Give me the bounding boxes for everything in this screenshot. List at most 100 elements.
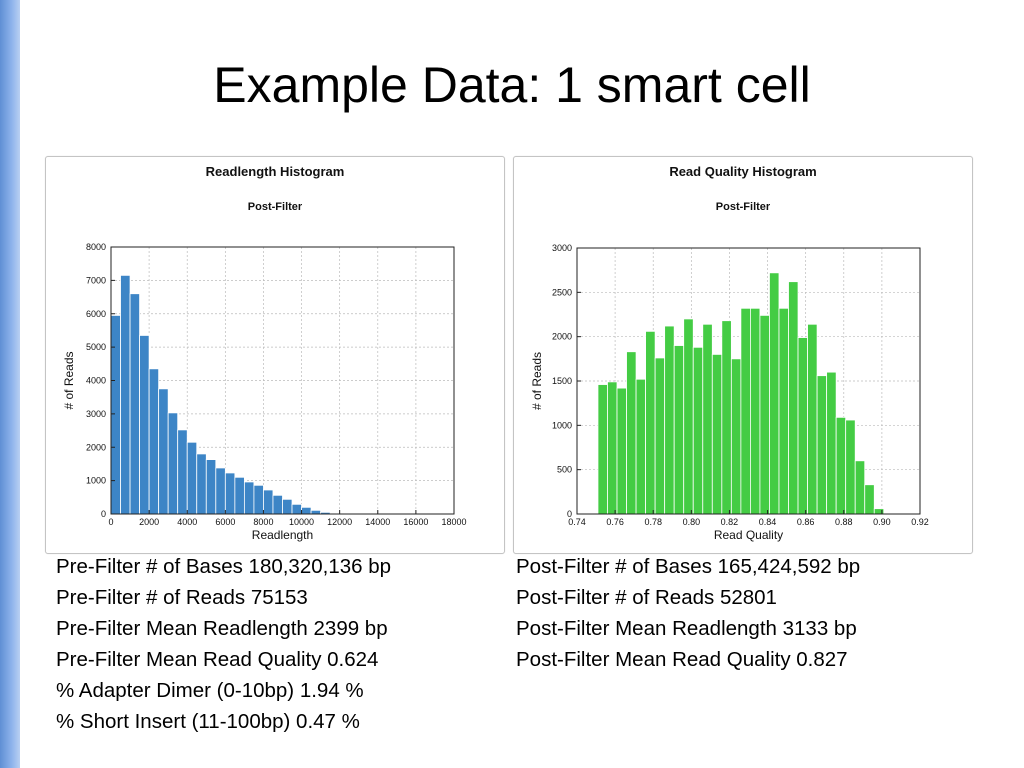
histogram-bar	[721, 320, 732, 515]
y-tick-label: 4000	[86, 376, 106, 386]
read-quality-histogram-chart: Read Quality Histogram Post-Filter 0.74 0.7…	[530, 164, 929, 542]
histogram-bar	[607, 381, 618, 515]
x-tick-label: 0.80	[683, 517, 701, 527]
x-tick-label: 0.92	[911, 517, 929, 527]
x-tick-label: 6000	[215, 517, 235, 527]
x-axis-label: Readlength	[252, 528, 313, 542]
y-tick-label: 3000	[86, 409, 106, 419]
histogram-bar	[826, 371, 837, 515]
slide-accent-bar	[0, 0, 20, 768]
histogram-bar	[769, 272, 780, 515]
histogram-bar	[854, 460, 866, 515]
histogram-bar	[215, 467, 226, 515]
histogram-bar	[692, 346, 704, 515]
histogram-bar	[177, 429, 188, 515]
histogram-bar	[645, 330, 656, 515]
x-tick-label: 0.88	[835, 517, 853, 527]
histogram-bar	[120, 274, 131, 515]
stat-line: % Short Insert (11-100bp) 0.47 %	[56, 710, 360, 733]
histogram-bar	[139, 335, 150, 515]
histogram-bar	[205, 459, 217, 515]
stat-line: Post-Filter Mean Readlength 3133 bp	[516, 617, 857, 640]
y-axis-label: # of Reads	[62, 351, 76, 409]
histogram-bar	[664, 325, 675, 515]
histogram-bar	[730, 358, 742, 515]
stat-line: Pre-Filter # of Reads 75153	[56, 586, 308, 609]
y-axis-label: # of Reads	[530, 352, 544, 410]
y-tick-label: 2500	[552, 287, 572, 297]
histogram-bar	[626, 351, 637, 515]
histogram-bar	[845, 419, 856, 515]
chart-subtitle: Post-Filter	[716, 201, 771, 213]
histogram-bar	[759, 314, 770, 515]
chart-subtitle: Post-Filter	[248, 201, 303, 213]
x-tick-label: 0.76	[606, 517, 624, 527]
histogram-bar	[301, 506, 312, 515]
y-tick-label: 7000	[86, 275, 106, 285]
post-filter-stats: Post-Filter # of Bases 165,424,592 bp Po…	[516, 551, 860, 675]
histogram-bar	[186, 441, 198, 515]
x-tick-label: 14000	[365, 517, 390, 527]
y-tick-label: 0	[101, 509, 106, 519]
pre-filter-stats: Pre-Filter # of Bases 180,320,136 bp Pre…	[56, 551, 391, 737]
x-tick-label: 2000	[139, 517, 159, 527]
histogram-bar	[797, 337, 808, 515]
histogram-bar	[158, 388, 169, 515]
y-tick-label: 1500	[552, 376, 572, 386]
x-tick-label: 8000	[253, 517, 273, 527]
histogram-bar	[224, 472, 236, 515]
x-tick-label: 0.86	[797, 517, 815, 527]
histogram-bar	[788, 281, 799, 515]
x-tick-label: 0.82	[721, 517, 739, 527]
histogram-bar	[864, 484, 875, 515]
histogram-bar	[291, 503, 302, 515]
x-tick-label: 0.78	[644, 517, 662, 527]
histogram-bar	[711, 353, 723, 515]
stat-line: Post-Filter Mean Read Quality 0.827	[516, 648, 848, 671]
histogram-bar	[635, 378, 646, 515]
histogram-bar	[616, 387, 627, 515]
y-tick-label: 8000	[86, 242, 106, 252]
histogram-bar	[243, 481, 255, 515]
y-tick-label: 500	[557, 465, 572, 475]
histogram-bar	[167, 412, 179, 515]
stat-line: Post-Filter # of Bases 165,424,592 bp	[516, 555, 861, 578]
x-tick-label: 10000	[289, 517, 314, 527]
x-tick-label: 0.84	[759, 517, 777, 527]
histogram-bar	[263, 489, 274, 515]
histogram-bar	[673, 345, 685, 515]
stat-line: Pre-Filter Mean Read Quality 0.624	[56, 648, 379, 671]
histogram-bar	[740, 307, 751, 515]
stat-line: Post-Filter # of Reads 52801	[516, 586, 777, 609]
x-tick-label: 4000	[177, 517, 197, 527]
read-quality-histogram-panel: Read Quality Histogram Post-Filter 0.74 0.7…	[513, 156, 973, 554]
histogram-bar	[110, 315, 121, 515]
histogram-bar	[835, 416, 847, 515]
x-tick-label: 12000	[327, 517, 352, 527]
y-tick-label: 0	[567, 509, 572, 519]
stat-line: % Adapter Dimer (0-10bp) 1.94 %	[56, 679, 364, 702]
slide-title: Example Data: 1 smart cell	[213, 57, 811, 113]
histogram-bar	[282, 498, 293, 515]
histogram-bar	[750, 307, 761, 515]
y-tick-label: 5000	[86, 342, 106, 352]
histogram-bar	[807, 323, 818, 515]
stat-line: Pre-Filter Mean Readlength 2399 bp	[56, 617, 388, 640]
y-tick-label: 6000	[86, 309, 106, 319]
histogram-bar	[702, 323, 713, 515]
y-tick-label: 1000	[86, 476, 106, 486]
histogram-bar	[816, 375, 828, 515]
histogram-bar	[234, 476, 245, 515]
y-tick-label: 2000	[86, 442, 106, 452]
histogram-bar	[654, 357, 666, 515]
histogram-bar	[778, 307, 789, 515]
histogram-bar	[148, 368, 160, 515]
chart-title: Readlength Histogram	[206, 164, 345, 179]
histogram-bar	[129, 293, 140, 515]
histogram-bar	[253, 484, 264, 515]
y-tick-label: 3000	[552, 243, 572, 253]
y-tick-label: 2000	[552, 332, 572, 342]
histogram-bar	[310, 509, 322, 515]
stat-line: Pre-Filter # of Bases 180,320,136 bp	[56, 555, 392, 578]
x-tick-label: 0.74	[568, 517, 586, 527]
